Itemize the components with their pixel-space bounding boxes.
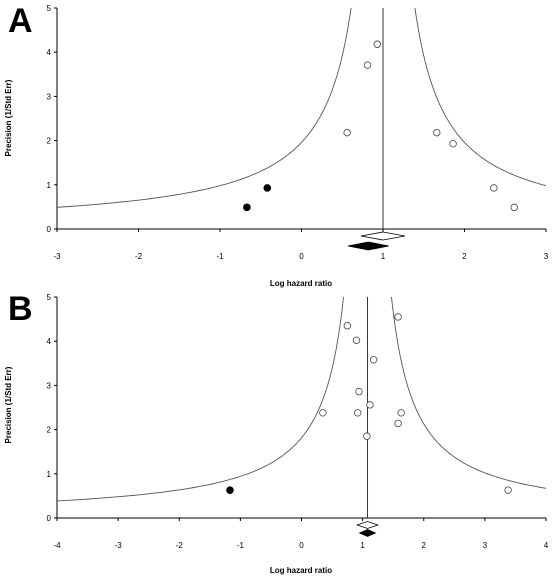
panel-b-y-tick-label: 0	[47, 514, 52, 523]
panel-a-imputed-study-point	[263, 184, 272, 192]
panel-b-x-tick-label: -3	[115, 541, 123, 550]
panel-b-x-tick-label: 3	[483, 541, 488, 550]
panel-b-y-tick-label: 4	[47, 337, 52, 346]
panel-a-y-tick-label: 2	[47, 137, 52, 146]
panel-a-y-tick-label: 0	[47, 225, 52, 234]
panel-b-x-tick-label: -1	[237, 541, 245, 550]
panel-b-study-point	[504, 486, 512, 494]
panel-a-x-tick-label: -1	[216, 252, 224, 261]
panel-b-x-tick-label: -2	[176, 541, 184, 550]
panel-b-adjusted-pooled-diamond	[358, 529, 377, 537]
panel-b-x-tick-label: 2	[422, 541, 427, 550]
panel-a-adjusted-pooled-diamond	[347, 241, 389, 251]
panel-a-study-point	[373, 40, 381, 48]
panel-a-y-tick-label: 4	[47, 48, 52, 57]
panel-b-study-point	[354, 409, 362, 417]
panel-b-study-point	[355, 387, 363, 396]
panel-a-study-point	[510, 203, 518, 212]
panel-a-y-axis-title: Precision (1/Std Err)	[4, 79, 13, 156]
panel-b-study-point	[352, 336, 361, 345]
panel-a-funnel-curves	[57, 8, 546, 208]
panel-b-observed-pooled-diamond	[355, 521, 380, 529]
panel-a-x-axis-title: Log hazard ratio	[270, 279, 332, 288]
panel-a-y-tick-label: 5	[47, 4, 52, 13]
panel-b-study-point	[366, 401, 374, 409]
panel-b-x-tick-label: -4	[53, 541, 61, 550]
panel-a-imputed-study-point	[243, 203, 251, 212]
panel-a-observed-pooled-diamond	[360, 231, 406, 241]
panel-a-study-point	[343, 128, 351, 137]
panel-b-y-tick-label: 1	[47, 470, 52, 479]
panel-b-y-tick-label: 2	[47, 426, 52, 435]
panel-a-y-tick-label: 3	[47, 92, 52, 101]
panel-b-funnel-right-curve	[390, 297, 546, 489]
panel-b-study-point	[319, 409, 327, 417]
panel-a-study-point	[449, 139, 457, 148]
panel-b-letter: B	[8, 290, 33, 328]
panel-b-y-axis-title: Precision (1/Std Err)	[4, 366, 13, 443]
panel-b-imputed-study-point	[226, 486, 234, 494]
panel-b-x-axis-title: Log hazard ratio	[270, 566, 332, 575]
panel-a-x-tick-label: 3	[544, 252, 549, 261]
panel-a-funnel-left-curve	[57, 8, 352, 208]
panel-a-x-tick-label: 1	[381, 252, 386, 261]
panel-a-x-tick-label: 2	[462, 252, 467, 261]
panel-a-x-tick-label: 0	[299, 252, 304, 261]
panel-a-study-point	[490, 184, 498, 192]
panel-a: A Precision (1/Std Err) Log hazard ratio…	[4, 2, 549, 288]
panel-b-study-point	[394, 313, 402, 321]
panel-b-funnel-curves	[57, 297, 546, 502]
panel-a-x-tick-label: -2	[135, 252, 143, 261]
panel-b-x-tick-label: 1	[360, 541, 365, 550]
panel-b-study-point	[363, 432, 371, 440]
panel-a-y-tick-label: 1	[47, 181, 52, 190]
panel-b: B Precision (1/Std Err) Log hazard ratio…	[4, 290, 549, 575]
panel-b-study-point	[397, 409, 405, 417]
panel-b-study-point	[394, 419, 402, 428]
panel-b-y-tick-label: 3	[47, 381, 52, 390]
panel-b-y-tick-label: 5	[47, 293, 52, 302]
panel-b-x-tick-label: 4	[544, 541, 549, 550]
panel-a-funnel-right-curve	[414, 8, 546, 187]
panel-a-x-tick-label: -3	[53, 252, 61, 261]
panel-b-funnel-left-curve	[57, 297, 345, 502]
panel-a-letter: A	[8, 2, 33, 40]
panel-b-study-point	[343, 322, 352, 330]
panel-b-x-tick-label: 0	[299, 541, 304, 550]
panel-b-study-point	[369, 356, 378, 364]
panel-a-study-point	[363, 61, 372, 69]
panel-a-study-point	[433, 128, 441, 137]
